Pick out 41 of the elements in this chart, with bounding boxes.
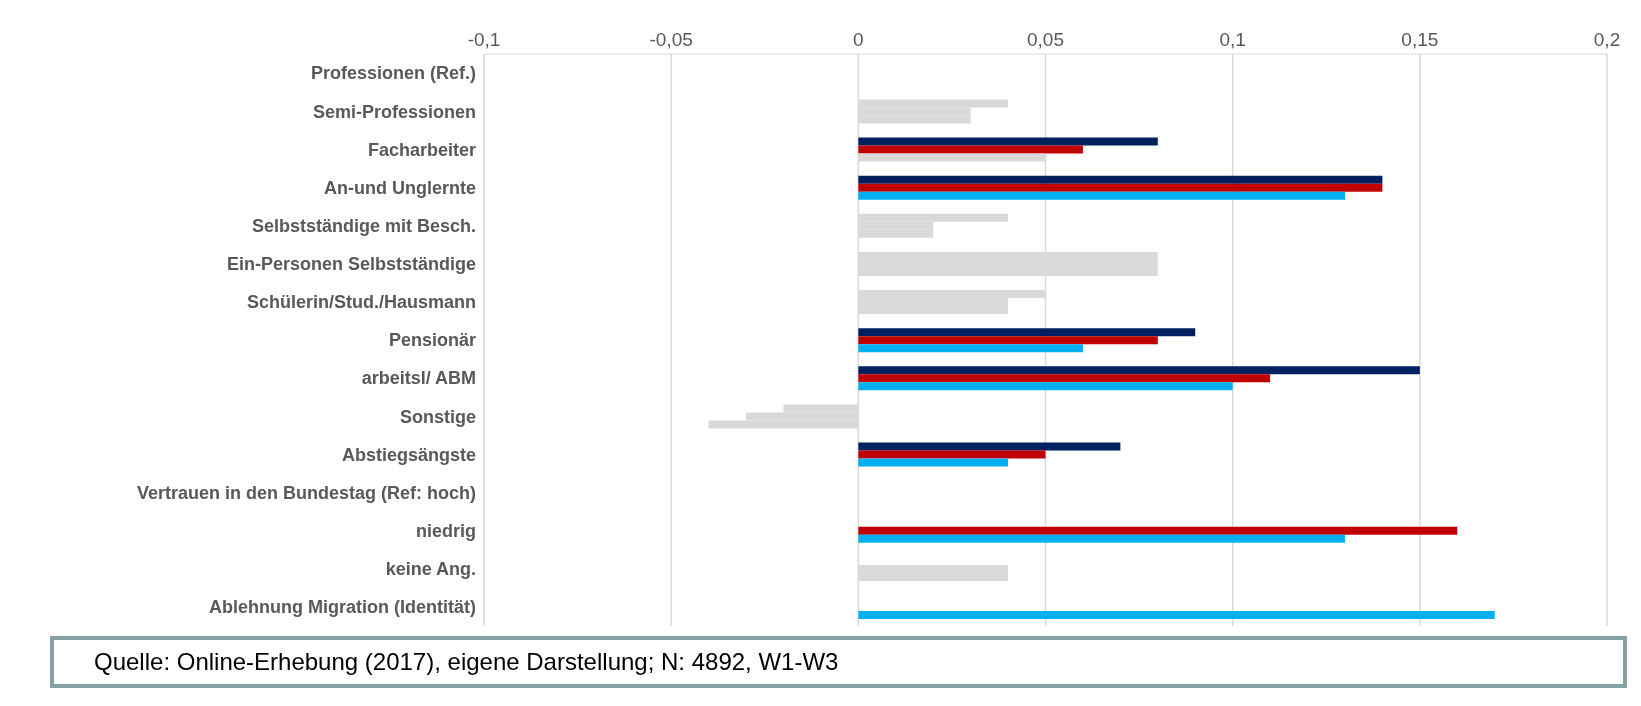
x-tick-label: 0,15	[1401, 29, 1439, 50]
text-frame: Quelle: Online-Erhebung (2017), eigene Darstellung; N: 4892, W1-W3	[50, 636, 1627, 688]
bar	[858, 450, 1046, 459]
y-tick-label: Ablehnung Migration (Identität)	[209, 597, 476, 618]
bar	[858, 366, 1420, 375]
bar	[858, 534, 1345, 543]
bar	[858, 336, 1158, 345]
bar	[858, 175, 1383, 184]
bar	[858, 382, 1233, 391]
y-tick-label: keine Ang.	[385, 559, 476, 580]
y-tick-label: Selbstständige mit Besch.	[251, 215, 476, 236]
bar	[858, 145, 1083, 154]
bar	[858, 137, 1158, 146]
x-tick-label: 0	[853, 29, 864, 50]
y-tick-label: Pensionär	[388, 330, 476, 351]
y-tick-label: Professionen (Ref.)	[310, 63, 476, 84]
y-tick-label: niedrig	[415, 520, 476, 541]
y-tick-label: Sonstige	[399, 406, 476, 427]
source-note: Quelle: Online-Erhebung (2017), eigene Darstellung; N: 4892, W1-W3	[94, 648, 839, 676]
bar	[858, 328, 1196, 337]
x-tick-label: 0,2	[1593, 29, 1621, 50]
bar	[858, 458, 1009, 467]
x-tick-label: -0,1	[467, 29, 501, 50]
bar	[858, 344, 1083, 353]
y-tick-label: Schülerin/Stud./Hausmann	[246, 292, 476, 313]
y-tick-label: Facharbeiter	[367, 139, 476, 160]
bar	[858, 191, 1345, 200]
y-tick-label: Abstiegsängste	[341, 444, 476, 465]
x-tick-label: 0,05	[1027, 29, 1064, 50]
bar	[858, 526, 1458, 535]
bar	[858, 442, 1121, 451]
y-tick-label: Ein-Personen Selbstständige	[226, 254, 476, 275]
y-tick-label: An-und Unglernte	[324, 177, 476, 198]
y-tick-label: Semi-Professionen	[312, 101, 476, 122]
y-tick-label: arbeitsl/ ABM	[361, 368, 476, 389]
x-tick-label: 0,1	[1219, 29, 1246, 50]
bar	[858, 611, 1495, 620]
bar	[858, 374, 1271, 383]
y-tick-label: Vertrauen in den Bundestag (Ref: hoch)	[136, 482, 476, 503]
x-tick-label: -0,05	[649, 29, 693, 50]
bar	[858, 183, 1383, 192]
